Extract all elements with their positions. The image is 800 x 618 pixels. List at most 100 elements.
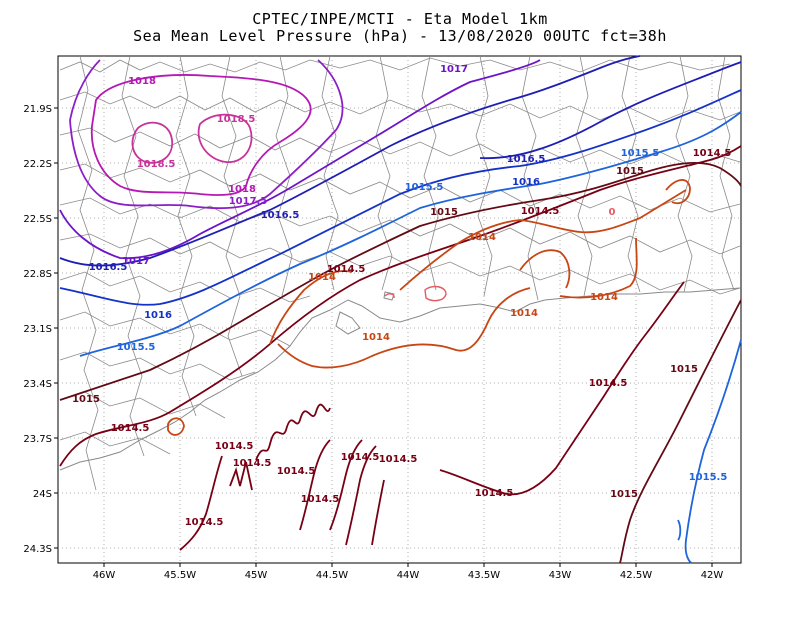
isobar-1014-5 [179, 455, 253, 551]
lon-tick-label: 42W [701, 570, 724, 581]
border-line [475, 55, 493, 297]
contour-label: 1015 [430, 207, 458, 218]
lon-tick-label: 45.5W [164, 570, 196, 581]
border-line [59, 127, 741, 167]
contour-label: 1018 [128, 76, 156, 87]
contour-label: 1014.5 [185, 517, 224, 528]
contour-label: 1015 [72, 394, 100, 405]
contour-label: 1014.5 [475, 488, 514, 499]
border-line [717, 55, 735, 291]
contour-label: 1016.5 [89, 262, 128, 273]
isobar-1014 [277, 237, 638, 369]
lat-tick-label: 24.3S [23, 544, 52, 555]
lat-tick-label: 23.1S [23, 324, 52, 335]
lat-tick-label: 22.5S [23, 214, 52, 225]
isobar-1016 [59, 89, 742, 306]
isobar-1014-5 [299, 439, 385, 546]
contour-label: 1014 [510, 308, 538, 319]
border-line [621, 55, 641, 293]
contour-label: 1014.5 [379, 454, 418, 465]
title-line-2: Sea Mean Level Pressure (hPa) - 13/08/20… [133, 27, 667, 45]
contour-label: 1015 [670, 364, 698, 375]
isobar-1015-5 [79, 111, 742, 357]
contour-label: 1014.5 [327, 264, 366, 275]
title-line-1: CPTEC/INPE/MCTI - Eta Model 1km [252, 10, 548, 28]
contour-label: 1015.5 [405, 182, 444, 193]
isobar-1014 [167, 417, 185, 436]
contour-label: 1018.5 [217, 114, 256, 125]
contour-label: 1014.5 [341, 452, 380, 463]
isobar-1018 [90, 74, 312, 196]
contour-label: 1014.5 [301, 494, 340, 505]
border-line [59, 311, 291, 347]
isobar-1018-5 [131, 121, 173, 164]
contour-label: 1014.5 [215, 441, 254, 452]
contour-label: 1015.5 [117, 342, 156, 353]
isobar-1014-5 [255, 403, 331, 461]
contour-label: 1018 [228, 184, 256, 195]
isobar-1014 [665, 179, 691, 205]
contour-labels: 1018 1018.5 1018.5 1018 1017.5 1017 1017… [72, 64, 731, 528]
contour-label: 1017 [440, 64, 468, 75]
contour-label: 1014.5 [233, 458, 272, 469]
isobar-1018-5 [197, 113, 253, 163]
contour-label: 1018.5 [137, 159, 176, 170]
border-line [59, 57, 731, 73]
isobar-1015 [59, 162, 742, 401]
isobar-1014-5 [59, 145, 742, 467]
border-line [121, 55, 145, 457]
contour-label: 1014.5 [277, 466, 316, 477]
border-line [77, 55, 99, 491]
border-line [59, 197, 741, 255]
contour-label: 1016.5 [261, 210, 300, 221]
contour-label: 1014 [468, 232, 496, 243]
lon-tick-label: 43.5W [468, 570, 500, 581]
isobar-1016-5 [59, 55, 641, 267]
contour-label: 1014.5 [693, 148, 732, 159]
contour-label: 1015.5 [689, 472, 728, 483]
isobar-1015-5 [677, 519, 682, 541]
coast-line [59, 287, 741, 471]
contour-label: 1015.5 [621, 148, 660, 159]
island-ilha-grande [335, 311, 361, 335]
lat-tick-label: 23.4S [23, 379, 52, 390]
lat-tick-label: 22.2S [23, 159, 52, 170]
contour-label: 1014 [590, 292, 618, 303]
contour-label: 1017 [122, 256, 150, 267]
lon-axis: 46W 45.5W 45W 44.5W 44W 43.5W 43W 42.5W … [93, 570, 724, 581]
lat-axis: 21.9S 22.2S 22.5S 22.8S 23.1S 23.4S 23.7… [23, 104, 52, 555]
border-line [575, 55, 593, 297]
border-line [59, 163, 741, 213]
isobar-1015-5 [684, 339, 742, 564]
lat-tick-label: 21.9S [23, 104, 52, 115]
border-line [175, 55, 197, 417]
isobar-low [424, 285, 447, 302]
isobar-1017-5 [69, 59, 344, 210]
graticule [58, 56, 741, 563]
contour-label: 1016 [144, 310, 172, 321]
isobar-1014-5 [439, 281, 685, 496]
contour-label: 1014.5 [111, 423, 150, 434]
border-line [375, 55, 393, 291]
isobars [59, 55, 742, 564]
border-line [421, 55, 439, 291]
lon-tick-label: 42.5W [620, 570, 652, 581]
isobar-1017 [59, 59, 541, 260]
contour-label: 1016.5 [507, 154, 546, 165]
lon-tick-label: 44W [397, 570, 420, 581]
lat-tick-label: 23.7S [23, 434, 52, 445]
contour-label: 1014.5 [589, 378, 628, 389]
isobar-1014 [269, 189, 687, 345]
border-line [675, 55, 693, 293]
lon-tick-label: 43W [549, 570, 572, 581]
lat-tick-label: 22.8S [23, 269, 52, 280]
isobar-low [384, 293, 395, 299]
border-line [59, 431, 171, 455]
contour-label: 0 [609, 207, 616, 218]
contour-label: 1014.5 [521, 206, 560, 217]
lon-tick-label: 44.5W [316, 570, 348, 581]
contour-label: 1015 [616, 166, 644, 177]
border-line [59, 271, 311, 303]
lon-tick-label: 45W [245, 570, 268, 581]
